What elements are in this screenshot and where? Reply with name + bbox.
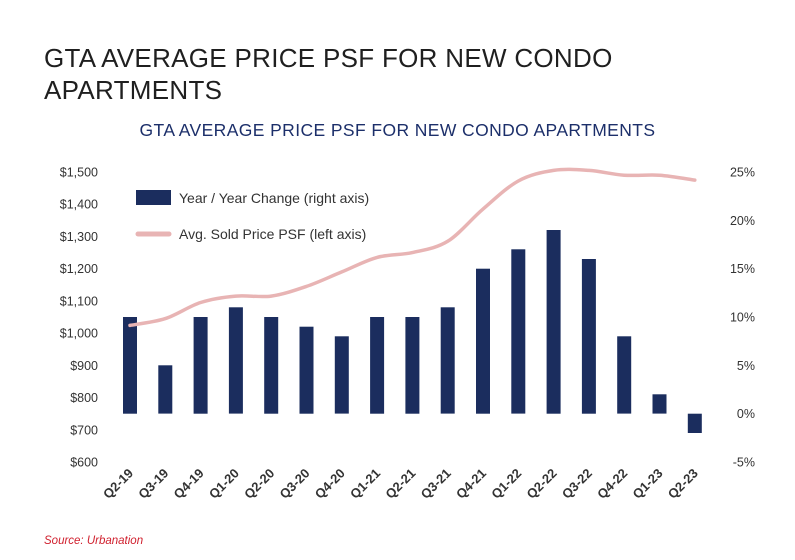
x-tick-label: Q2-21 [382,466,418,502]
line-point-q2-22 [552,169,555,172]
line-point-q3-19 [164,317,167,320]
bar-q2-22 [546,230,561,414]
left-tick-label: $1,500 [60,166,98,180]
x-tick-label: Q1-20 [206,466,242,502]
x-axis: Q2-19 Q3-19 Q4-19 Q1-20 Q2-20 Q3-20 Q4-20 Q1-21… [100,466,701,502]
line-point-q1-23 [658,174,661,177]
left-tick-label: $600 [70,456,98,470]
left-tick-label: $800 [70,391,98,405]
bar-q3-20 [299,326,314,414]
line-point-q4-19 [199,301,202,304]
right-tick-label: -5% [733,456,755,470]
bar-q2-19 [123,317,137,414]
x-tick-label: Q2-23 [665,466,701,502]
right-tick-label: 10% [730,311,755,325]
line-point-q1-21 [375,256,379,259]
left-tick-label: $700 [70,423,98,437]
bar-q4-22 [617,336,632,414]
x-tick-label: Q3-22 [559,466,595,502]
x-tick-label: Q3-21 [418,466,454,502]
line-point-q2-19 [128,324,132,327]
right-tick-label: 0% [737,407,755,421]
chart-title: GTA AVERAGE PRICE PSF FOR NEW CONDO APAR… [139,120,656,140]
left-tick-label: $1,000 [60,327,98,341]
x-tick-label: Q4-21 [453,466,489,502]
line-point-q2-20 [270,294,273,298]
bar-series [123,230,702,433]
bar-q1-22 [511,249,526,414]
bar-q4-19 [193,317,208,414]
left-tick-label: $900 [70,359,98,373]
left-tick-label: $1,100 [60,294,98,308]
left-axis: $600 $700 $800 $900 $1,000 $1,100 $1,200 $1,300… [60,166,98,470]
left-tick-label: $1,200 [60,262,98,276]
left-tick-label: $1,300 [60,230,98,244]
x-tick-label: Q4-19 [171,466,207,502]
x-tick-label: Q2-19 [100,466,136,502]
x-tick-label: Q4-22 [594,466,630,502]
x-tick-label: Q2-20 [241,466,277,502]
x-tick-label: Q1-23 [629,466,665,502]
bar-q4-20 [334,336,349,414]
x-tick-label: Q3-20 [276,466,312,502]
bar-q2-21 [405,317,420,414]
right-tick-label: 20% [730,214,755,228]
right-tick-label: 15% [730,262,755,276]
line-point-q3-20 [305,285,308,288]
page-title: GTA AVERAGE PRICE PSF FOR NEW CONDO APAR… [44,43,613,105]
x-tick-label: Q4-20 [312,466,348,502]
line-point-q3-22 [587,169,591,172]
bar-q1-21 [370,317,385,414]
line-point-q1-22 [517,179,520,183]
line-point-q1-20 [234,294,238,298]
line-point-q2-21 [411,251,414,254]
line-point-q4-21 [481,207,485,211]
x-tick-label: Q1-22 [488,466,524,502]
legend: Year / Year Change (right axis) Avg. Sold… [135,190,369,242]
bar-q2-23 [687,413,702,433]
bar-q4-21 [476,268,490,414]
line-point-q4-22 [623,174,626,177]
bar-q1-20 [228,307,243,414]
x-tick-label: Q1-21 [347,466,383,502]
x-tick-label: Q2-22 [524,466,560,502]
bar-q3-19 [158,365,173,414]
source-note: Source: Urbanation [44,535,144,547]
left-tick-label: $1,400 [60,198,98,212]
line-series [128,167,697,328]
right-tick-label: 5% [737,359,755,373]
x-tick-label: Q3-19 [135,466,171,502]
line-point-q2-23 [693,178,696,182]
line-point-q4-20 [340,270,343,274]
bar-q3-22 [581,259,596,414]
line-point-q3-21 [446,240,449,243]
bar-q3-21 [440,307,455,414]
bar-q2-20 [264,317,279,414]
legend-swatch-bar [136,190,171,205]
legend-label-bar: Year / Year Change (right axis) [179,190,369,206]
legend-label-line: Avg. Sold Price PSF (left axis) [179,226,366,242]
right-axis: -5% 0% 5% 10% 15% 20% 25% [730,166,755,470]
bar-q1-23 [652,394,667,414]
right-tick-label: 25% [730,166,755,180]
